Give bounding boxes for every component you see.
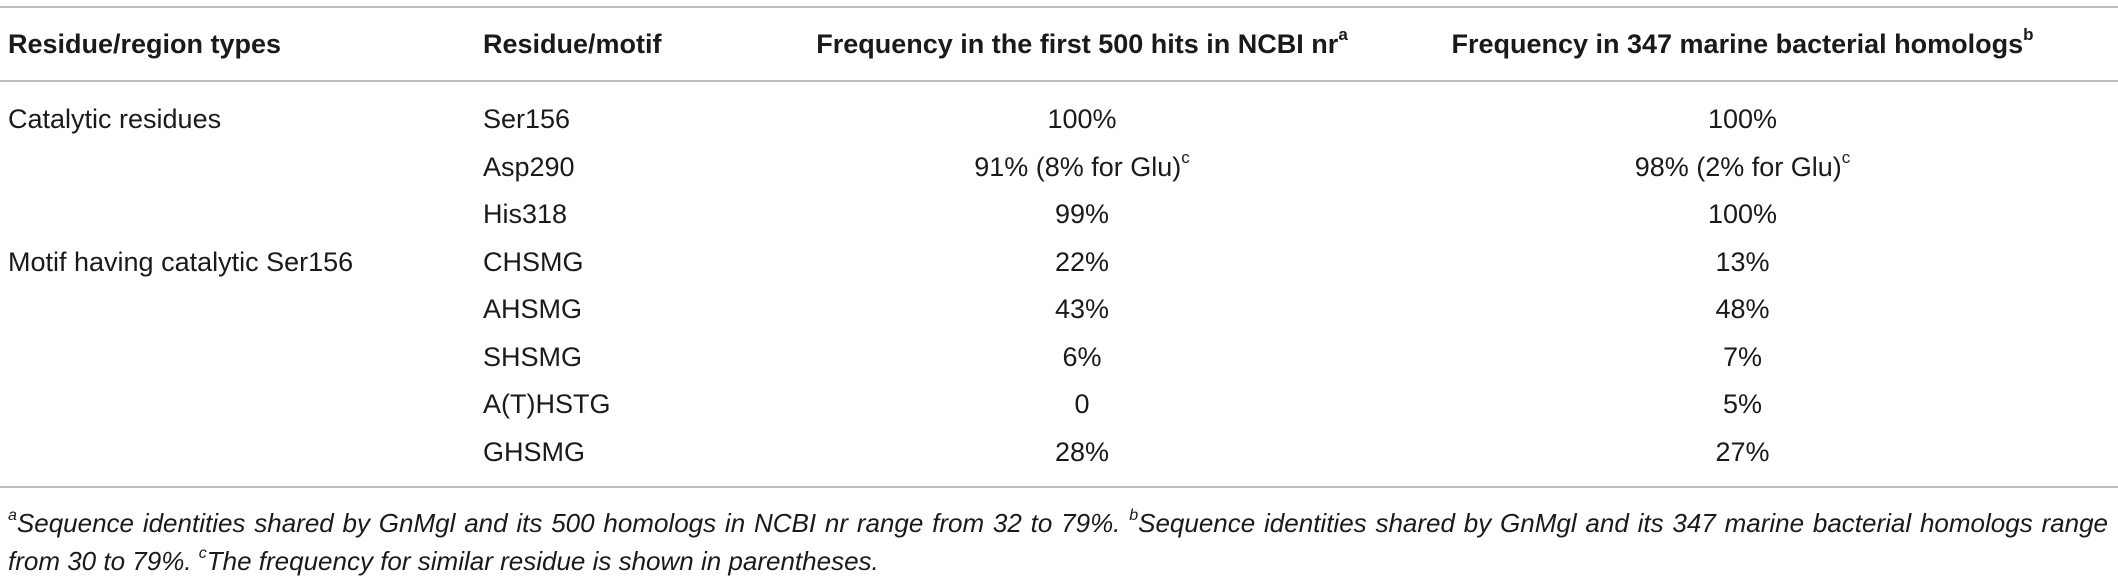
header-label: Frequency in the first 500 hits in NCBI … — [816, 28, 1339, 59]
table-row: A(T)HSTG 0 5% — [0, 381, 2118, 429]
table-row: SHSMG 6% 7% — [0, 334, 2118, 382]
header-residue-motif: Residue/motif — [481, 29, 787, 60]
cell-motif: SHSMG — [483, 341, 583, 372]
header-residue-region-types: Residue/region types — [0, 29, 481, 60]
cell-value: 6% — [1062, 341, 1102, 372]
table-top-rule — [0, 6, 2118, 8]
cell-freq-nr: 91% (8% for Glu)c — [787, 149, 1377, 183]
cell-value: 100% — [1707, 104, 1778, 135]
cell-motif: A(T)HSTG — [483, 389, 611, 420]
cell-freq-nr: 28% — [787, 437, 1377, 468]
table-row: AHSMG 43% 48% — [0, 286, 2118, 334]
cell-freq-nr: 99% — [787, 199, 1377, 230]
header-label: Residue/motif — [483, 28, 662, 59]
header-label: Residue/region types — [8, 28, 282, 59]
cell-motif: Ser156 — [483, 104, 571, 135]
cell-freq-marine: 27% — [1377, 437, 2118, 468]
header-label: Frequency in 347 marine bacterial homolo… — [1451, 28, 2024, 59]
table-row: Motif having catalytic Ser156 CHSMG 22% … — [0, 239, 2118, 287]
cell-freq-nr: 43% — [787, 294, 1377, 325]
cell-freq-marine: 5% — [1377, 389, 2118, 420]
cell-freq-marine: 100% — [1377, 199, 2118, 230]
cell-motif: CHSMG — [483, 246, 584, 277]
footnote-marker-b: b — [1129, 507, 1139, 525]
cell-value: 91% (8% for Glu) — [974, 151, 1182, 182]
footnote-a-text: Sequence identities shared by GnMgl and … — [16, 508, 1130, 538]
footnote-c-text: The frequency for similar residue is sho… — [206, 546, 879, 576]
cell-value: 22% — [1054, 246, 1110, 277]
cell-freq-marine: 13% — [1377, 247, 2118, 278]
footnote-marker: c — [1181, 147, 1190, 167]
cell-freq-marine: 7% — [1377, 342, 2118, 373]
table-bottom-rule — [0, 486, 2118, 488]
cell-motif: Asp290 — [483, 151, 575, 182]
cell-motif: GHSMG — [483, 436, 586, 467]
header-rule — [0, 80, 2118, 82]
cell-freq-nr: 100% — [787, 104, 1377, 135]
cell-motif: His318 — [483, 199, 568, 230]
cell-type: Motif having catalytic Ser156 — [8, 246, 354, 277]
cell-value: 0 — [1074, 389, 1090, 420]
cell-freq-nr: 0 — [787, 389, 1377, 420]
cell-value: 43% — [1054, 294, 1110, 325]
cell-freq-marine: 48% — [1377, 294, 2118, 325]
cell-type: Catalytic residues — [8, 104, 222, 135]
table-row: Catalytic residues Ser156 100% 100% — [0, 96, 2118, 144]
cell-freq-marine: 100% — [1377, 104, 2118, 135]
cell-value: 7% — [1722, 341, 1763, 372]
table-row: His318 99% 100% — [0, 191, 2118, 239]
table-footnotes: aSequence identities shared by GnMgl and… — [0, 488, 2118, 580]
cell-freq-nr: 22% — [787, 247, 1377, 278]
footnote-b-text: Sequence identities shared by GnMgl and … — [8, 508, 2108, 576]
table-row: GHSMG 28% 27% — [0, 429, 2118, 477]
footnote-marker: c — [1841, 147, 1851, 167]
cell-value: 48% — [1715, 294, 1770, 325]
cell-value: 98% (2% for Glu) — [1634, 151, 1842, 182]
cell-value: 13% — [1715, 246, 1770, 277]
footnote-marker: b — [2023, 24, 2034, 44]
cell-value: 28% — [1054, 436, 1110, 467]
header-frequency-nr: Frequency in the first 500 hits in NCBI … — [787, 26, 1377, 60]
cell-value: 100% — [1707, 199, 1778, 230]
footnote-marker: a — [1338, 24, 1348, 44]
cell-freq-nr: 6% — [787, 342, 1377, 373]
footnote-marker-c: c — [198, 545, 207, 563]
table-header-row: Residue/region types Residue/motif Frequ… — [0, 8, 2118, 80]
footnote-marker-a: a — [8, 507, 17, 525]
cell-value: 100% — [1047, 104, 1117, 135]
cell-value: 5% — [1722, 389, 1763, 420]
table-body: Catalytic residues Ser156 100% 100% Asp2… — [0, 82, 2118, 476]
cell-value: 27% — [1715, 436, 1770, 467]
cell-motif: AHSMG — [483, 294, 583, 325]
table-row: Asp290 91% (8% for Glu)c 98% (2% for Glu… — [0, 144, 2118, 192]
cell-freq-marine: 98% (2% for Glu)c — [1377, 149, 2118, 183]
header-frequency-marine: Frequency in 347 marine bacterial homolo… — [1377, 26, 2118, 60]
cell-value: 99% — [1054, 199, 1110, 230]
